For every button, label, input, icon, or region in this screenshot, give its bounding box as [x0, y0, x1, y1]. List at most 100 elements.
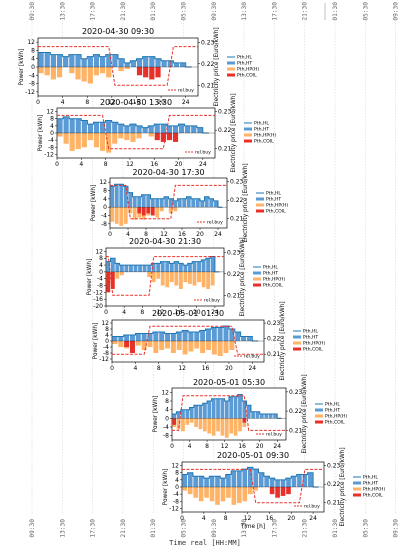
bar-ht	[237, 470, 242, 487]
x-tick-label: 16	[178, 231, 186, 238]
bar-ht	[291, 476, 297, 487]
ylabel-left: Power [kWh]	[87, 259, 93, 296]
bar-ht	[197, 127, 203, 133]
bar-hp	[201, 271, 206, 288]
bar-ht	[192, 261, 197, 272]
bar-ht	[229, 329, 235, 341]
y2-tick-label: 0.22	[267, 336, 281, 343]
bar-ht	[220, 398, 225, 419]
y-tick-label: -4	[101, 213, 107, 220]
panel-title: 2020-05-01 09:30	[217, 451, 289, 460]
bottom-time-axis: 09:30 13:30 17:30 21:30 01:30 05:30 09:30 13:30…	[29, 519, 400, 538]
bar-ht	[191, 125, 197, 133]
x-axis: 0 4 8 12 16 20 24	[108, 228, 222, 238]
y-tick-label: 0	[99, 269, 103, 276]
ylabel-left: Power [kWh]	[38, 115, 44, 152]
bar-ht	[106, 261, 111, 272]
top-tick-label: 09:30	[393, 2, 400, 21]
legend-swatch	[253, 283, 261, 287]
y-tick-label: -12	[25, 89, 35, 96]
top-tick-label: 05:30	[362, 2, 369, 21]
bar-ht	[156, 263, 161, 272]
y2-tick-label: 0.22	[201, 61, 215, 68]
bar-ht	[160, 261, 165, 272]
y-axis-right: 0.23 0.22 0.21	[224, 249, 241, 299]
y2-tick-label: 0.22	[289, 408, 303, 415]
legend-swatch	[293, 347, 301, 351]
y-tick-label: 12	[99, 179, 107, 186]
top-tick-label: 01:30	[332, 2, 339, 21]
bar-hp	[229, 341, 235, 350]
x-axis: 0 4 8 12 16 20 24	[36, 96, 190, 106]
bar-hp	[188, 341, 194, 352]
bar-hp	[130, 133, 136, 142]
panels: 2020-04-30 09:3012840-4-8-120.230.220.21…	[19, 27, 385, 530]
bar-ht	[124, 265, 129, 272]
y-tick-label: 12	[101, 320, 109, 327]
bar-ht	[173, 200, 178, 208]
legend-swatch	[315, 408, 323, 412]
bar-ht	[124, 125, 130, 133]
x-axis: 0 4 8 12 16 20 24	[180, 512, 317, 522]
legend-label: Pth,HT	[363, 481, 378, 487]
bar-ht	[93, 122, 100, 133]
legend-label: Pth,COIL	[325, 420, 345, 426]
x-tick-label: 4	[133, 365, 137, 372]
legend-label: Pth,HP(H)	[363, 487, 385, 493]
bar-ht	[136, 125, 142, 133]
bar-ht	[112, 122, 118, 133]
bar-ht	[247, 467, 253, 487]
price-legend-label: rel.buy	[244, 354, 260, 360]
y-tick-label: 0	[50, 130, 54, 137]
bar-hp	[233, 418, 238, 436]
bar-ht	[106, 54, 112, 67]
x-tick-label: 24	[248, 365, 256, 372]
bar-ht	[177, 198, 182, 208]
ylabel-right: Electricity price [Euro/kWh]	[302, 374, 308, 453]
bar-ht	[182, 330, 188, 341]
bar-hp	[151, 271, 156, 283]
x-tick-label: 16	[202, 365, 210, 372]
bar-hp	[100, 67, 106, 74]
bar-ht	[154, 124, 160, 133]
bar-ht	[170, 333, 176, 341]
bar-hp	[207, 418, 212, 434]
bar-hp	[81, 133, 87, 148]
y-tick-label: -20	[93, 303, 103, 310]
bar-ht	[147, 333, 153, 341]
bar-ht	[211, 327, 217, 341]
bottom-tick-label: 01:30	[332, 519, 339, 538]
bar-hp	[197, 271, 201, 283]
top-tick-label: 17:30	[271, 2, 278, 21]
line-hl	[106, 256, 220, 273]
bar-ht	[164, 196, 169, 208]
bar-hp	[81, 67, 87, 82]
bar-ht	[38, 52, 44, 67]
bar-ht	[297, 474, 302, 487]
y2-tick-label: 0.21	[201, 82, 215, 89]
price-line	[112, 325, 264, 355]
y-tick-label: -12	[93, 289, 103, 296]
bar-ht	[186, 196, 191, 208]
bar-hp	[198, 418, 203, 430]
y-axis-right: 0.23 0.22 0.21	[286, 389, 303, 434]
bottom-tick-label: 01:30	[150, 519, 157, 538]
legend-swatch	[293, 341, 301, 345]
bar-ht	[223, 326, 229, 341]
bar-ht	[63, 116, 69, 133]
bar-hp	[215, 487, 220, 505]
bar-ht	[207, 401, 212, 419]
bar-hp	[115, 271, 120, 279]
bar-ht	[242, 401, 247, 419]
bar-ht	[224, 401, 229, 419]
legend-label: Pth,HP(H)	[325, 414, 347, 420]
price-line	[57, 114, 215, 150]
bar-hp	[169, 271, 174, 283]
bar-ht	[114, 184, 119, 208]
y2-tick-label: 0.23	[327, 463, 341, 470]
ylabel-left: Power [kWh]	[93, 323, 99, 360]
y2-tick-label: 0.22	[218, 127, 232, 134]
bar-hp	[176, 418, 181, 430]
bar-coil	[269, 487, 275, 495]
